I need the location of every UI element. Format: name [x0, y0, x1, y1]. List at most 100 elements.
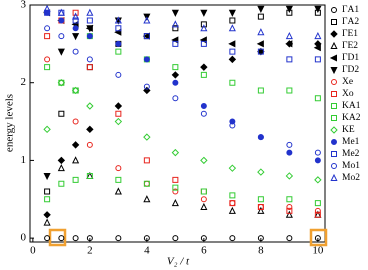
x-tick-label: 8: [258, 245, 264, 257]
marker: [44, 25, 51, 32]
marker: [257, 204, 264, 211]
marker: [44, 235, 51, 242]
marker: [314, 235, 321, 242]
marker: [200, 103, 207, 110]
marker: [200, 9, 208, 17]
marker: [314, 207, 321, 214]
legend-label: ΓE2: [342, 41, 358, 51]
legend-label: Mo1: [342, 161, 360, 171]
marker: [200, 40, 207, 47]
marker: [43, 125, 51, 134]
marker: [114, 117, 123, 126]
marker: [171, 71, 180, 79]
marker: [313, 44, 321, 52]
marker: [286, 235, 293, 242]
marker: [286, 56, 293, 63]
marker: [286, 141, 293, 148]
marker: [72, 48, 79, 55]
marker: [72, 118, 79, 125]
y-tick-label: 2: [21, 76, 27, 88]
marker: [115, 40, 122, 47]
marker: [58, 17, 65, 24]
marker: [257, 5, 265, 14]
marker: [229, 200, 236, 207]
marker: [257, 48, 264, 55]
marker: [330, 41, 338, 49]
marker: [86, 25, 94, 33]
marker: [172, 235, 179, 242]
marker: [44, 33, 51, 40]
marker: [331, 163, 337, 169]
legend-label: KE: [342, 125, 355, 135]
legend-label: Mo2: [342, 173, 360, 183]
marker: [331, 103, 337, 109]
marker: [44, 64, 51, 71]
marker: [228, 40, 236, 48]
marker: [115, 25, 122, 32]
marker: [172, 184, 179, 191]
marker: [143, 133, 151, 141]
marker: [44, 9, 51, 16]
marker: [143, 180, 150, 187]
marker: [57, 156, 66, 165]
marker: [257, 13, 264, 20]
marker: [57, 78, 66, 87]
marker: [286, 204, 293, 211]
legend-label: Me1: [342, 137, 360, 147]
marker: [86, 64, 93, 71]
marker: [115, 165, 122, 172]
marker: [72, 17, 79, 24]
marker: [44, 56, 51, 63]
marker: [330, 30, 338, 38]
marker: [72, 25, 79, 32]
marker: [43, 218, 51, 226]
marker: [200, 110, 207, 117]
marker: [71, 141, 80, 149]
marker: [314, 31, 322, 40]
legend-label: Xo: [342, 89, 354, 99]
marker: [200, 71, 207, 78]
marker: [172, 40, 179, 47]
marker: [228, 55, 237, 64]
marker: [314, 157, 321, 164]
marker: [200, 202, 208, 211]
marker: [257, 235, 264, 242]
marker: [228, 206, 236, 214]
marker: [143, 157, 150, 164]
marker: [86, 17, 93, 24]
marker: [314, 5, 322, 14]
marker: [43, 211, 51, 219]
marker: [143, 235, 150, 242]
marker: [286, 87, 293, 94]
marker: [72, 9, 79, 16]
marker: [86, 172, 93, 179]
marker: [43, 172, 51, 181]
marker: [229, 122, 236, 129]
marker: [171, 9, 179, 17]
marker: [71, 86, 80, 95]
marker: [285, 31, 293, 40]
marker: [257, 206, 265, 214]
marker: [115, 48, 122, 55]
marker: [314, 149, 321, 156]
legend-label: ΓA2: [342, 17, 359, 27]
x-tick-label: 4: [144, 245, 150, 257]
marker: [57, 164, 65, 172]
marker: [257, 28, 265, 36]
marker: [229, 17, 236, 24]
legend-label: ΓE1: [342, 29, 358, 39]
marker: [171, 20, 179, 28]
marker: [200, 63, 208, 71]
marker: [172, 95, 179, 102]
marker: [286, 207, 293, 214]
marker: [58, 110, 65, 117]
x-tick-label: 6: [201, 245, 207, 257]
marker: [172, 176, 179, 183]
marker: [86, 64, 93, 71]
marker: [229, 200, 236, 207]
legend-label: KA1: [342, 101, 361, 111]
legend-label: ΓD1: [342, 53, 359, 63]
marker: [172, 25, 179, 32]
marker: [331, 7, 337, 13]
legend-label: Me2: [342, 149, 360, 159]
